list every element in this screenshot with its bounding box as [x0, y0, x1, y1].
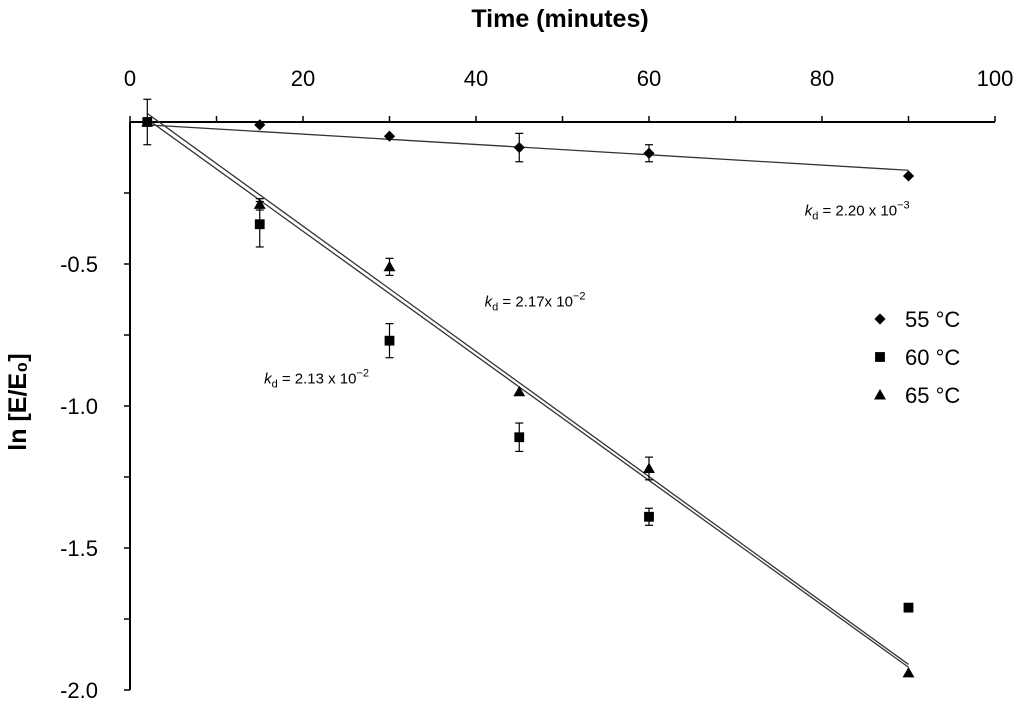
- data-point-triangle: [141, 116, 154, 127]
- data-point-triangle: [253, 198, 266, 209]
- legend-marker-triangle: [874, 389, 886, 400]
- data-point-triangle: [643, 462, 655, 473]
- data-point-square: [254, 219, 265, 230]
- data-point-diamond: [513, 141, 525, 154]
- data-point-diamond: [902, 170, 915, 182]
- x-tick-label: 40: [464, 66, 488, 91]
- data-point-triangle: [383, 260, 396, 272]
- legend-marker-square: [875, 352, 885, 362]
- legend-label: 65 °C: [905, 383, 960, 408]
- x-tick-label: 60: [637, 66, 661, 91]
- fit-line-1: [146, 118, 909, 668]
- legend-label: 55 °C: [905, 307, 960, 332]
- data-point-diamond: [643, 147, 655, 159]
- x-tick-label: 20: [291, 66, 315, 91]
- chart-title: Time (minutes): [471, 5, 648, 33]
- data-point-triangle: [513, 385, 526, 397]
- legend-label: 60 °C: [905, 345, 960, 370]
- data-point-triangle: [902, 667, 915, 678]
- kd-annotation-1: kd = 2.17x 10−2: [485, 291, 586, 314]
- fit-line-0: [147, 124, 909, 171]
- data-point-square: [644, 511, 654, 522]
- y-tick-label: -1.5: [60, 536, 98, 561]
- fit-line-2: [146, 112, 909, 665]
- x-tick-label: 100: [977, 66, 1014, 91]
- y-tick-label: -0.5: [60, 252, 98, 277]
- kd-annotation-2: kd = 2.13 x 10−2: [264, 367, 369, 390]
- y-tick-label: -2.0: [60, 678, 98, 703]
- y-axis-label: ln [E/E₀]: [4, 353, 32, 450]
- data-point-square: [903, 602, 914, 613]
- x-tick-label: 80: [810, 66, 834, 91]
- data-point-diamond: [254, 119, 266, 131]
- data-point-diamond: [383, 130, 396, 142]
- x-tick-label: 0: [124, 66, 136, 91]
- data-point-square: [384, 335, 395, 346]
- kd-annotation-0: kd = 2.20 x 10−3: [805, 200, 910, 223]
- data-point-square: [514, 432, 525, 443]
- legend-marker-diamond: [874, 313, 886, 325]
- y-tick-label: -1.0: [60, 394, 98, 419]
